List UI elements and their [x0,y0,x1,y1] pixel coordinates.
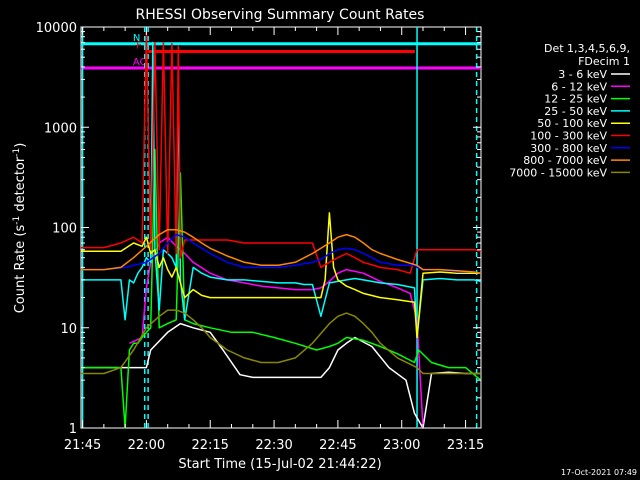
flag-label-1: F [136,40,142,51]
y-tick-label-2: 100 [52,222,77,237]
flag-label-2: AO [133,57,148,68]
y-axis-label-sup2: -1 [12,148,22,157]
y-tick-label-1: 10 [60,322,77,337]
series-line-6 [80,233,482,274]
flag-label-0: N [133,33,140,44]
legend-header-line2: FDecim 1 [578,55,630,68]
y-axis-label-mid: detector [13,156,28,216]
timestamp: 17-Oct-2021 07:49 [561,468,637,477]
series-line-7 [80,228,482,274]
y-axis-label-main: Count Rate (s [13,225,28,314]
y-tick-label-0: 1 [69,422,77,437]
x-tick-label-4: 22:45 [319,438,356,453]
x-axis-ticks: 21:45 22:00 22:15 22:30 22:45 23:00 23:15 [64,27,484,453]
legend-label-5: 100 - 300 keV [530,130,607,143]
legend-label-1: 6 - 12 keV [551,80,607,93]
x-tick-label-5: 23:00 [383,438,420,453]
flag-lines: NF AO [80,33,481,70]
y-axis-ticks: 1 10 100 1000 10000 [36,21,481,437]
series-line-5 [80,30,482,274]
y-tick-label-4: 10000 [36,21,77,36]
legend-label-8: 7000 - 15000 keV [509,166,607,179]
data-series [80,30,482,429]
chart-title: RHESSI Observing Summary Count Rates [136,7,425,23]
legend-label-4: 50 - 100 keV [537,117,607,130]
legend-label-7: 800 - 7000 keV [523,154,607,167]
x-tick-label-2: 22:15 [191,438,228,453]
x-tick-label-6: 23:15 [447,438,484,453]
x-tick-label-0: 21:45 [64,438,101,453]
y-axis-label-end: ) [13,143,28,148]
y-axis-label-sup1: -1 [12,216,22,225]
series-line-4 [80,212,481,339]
x-tick-label-1: 22:00 [128,438,165,453]
series-line-1 [129,236,424,429]
legend-header-line1: Det 1,3,4,5,6,9, [544,42,630,55]
legend-label-3: 25 - 50 keV [544,105,607,118]
legend-label-0: 3 - 6 keV [558,68,607,81]
x-tick-label-3: 22:30 [255,438,292,453]
y-axis-label: Count Rate (s-1 detector-1) [12,143,28,314]
series-line-8 [80,309,481,375]
y-tick-label-3: 1000 [44,121,77,136]
legend-label-2: 12 - 25 keV [544,93,607,106]
x-axis-label: Start Time (15-Jul-02 21:44:22) [178,457,381,472]
legend-label-6: 300 - 800 keV [530,142,607,155]
series-line-0 [80,322,481,429]
series-line-3 [80,41,482,339]
